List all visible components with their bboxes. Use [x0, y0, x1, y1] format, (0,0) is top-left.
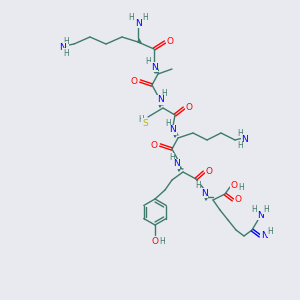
- Text: H: H: [237, 140, 243, 149]
- Polygon shape: [155, 69, 158, 73]
- Text: N: N: [151, 62, 158, 71]
- Text: N: N: [157, 95, 164, 104]
- Text: O: O: [167, 38, 173, 46]
- Text: N: N: [58, 43, 65, 52]
- Text: N: N: [242, 134, 248, 143]
- Text: N: N: [135, 19, 141, 28]
- Text: H: H: [169, 154, 175, 163]
- Polygon shape: [138, 39, 141, 43]
- Polygon shape: [205, 196, 208, 200]
- Text: O: O: [185, 103, 193, 112]
- Text: N: N: [172, 160, 179, 169]
- Text: H: H: [63, 37, 69, 46]
- Text: N: N: [261, 232, 267, 241]
- Text: O: O: [151, 140, 158, 149]
- Polygon shape: [159, 103, 162, 107]
- Text: O: O: [206, 167, 212, 176]
- Text: N: N: [256, 211, 263, 220]
- Text: H: H: [145, 56, 151, 65]
- Text: H: H: [195, 182, 201, 190]
- Text: H: H: [267, 227, 273, 236]
- Text: H: H: [63, 49, 69, 58]
- Text: H: H: [165, 118, 171, 127]
- Text: O: O: [130, 76, 137, 85]
- Polygon shape: [174, 133, 177, 137]
- Text: S: S: [142, 118, 148, 127]
- Text: H: H: [142, 13, 148, 22]
- Text: H: H: [237, 128, 243, 137]
- Text: H: H: [161, 89, 167, 98]
- Text: H: H: [138, 116, 144, 124]
- Polygon shape: [178, 167, 181, 171]
- Text: O: O: [152, 236, 158, 245]
- Text: H: H: [159, 236, 165, 245]
- Text: H: H: [128, 13, 134, 22]
- Text: H: H: [238, 184, 244, 193]
- Text: O: O: [235, 196, 242, 205]
- Text: N: N: [201, 188, 207, 197]
- Text: H: H: [263, 205, 269, 214]
- Text: O: O: [230, 182, 238, 190]
- Text: H: H: [251, 205, 257, 214]
- Text: N: N: [169, 125, 176, 134]
